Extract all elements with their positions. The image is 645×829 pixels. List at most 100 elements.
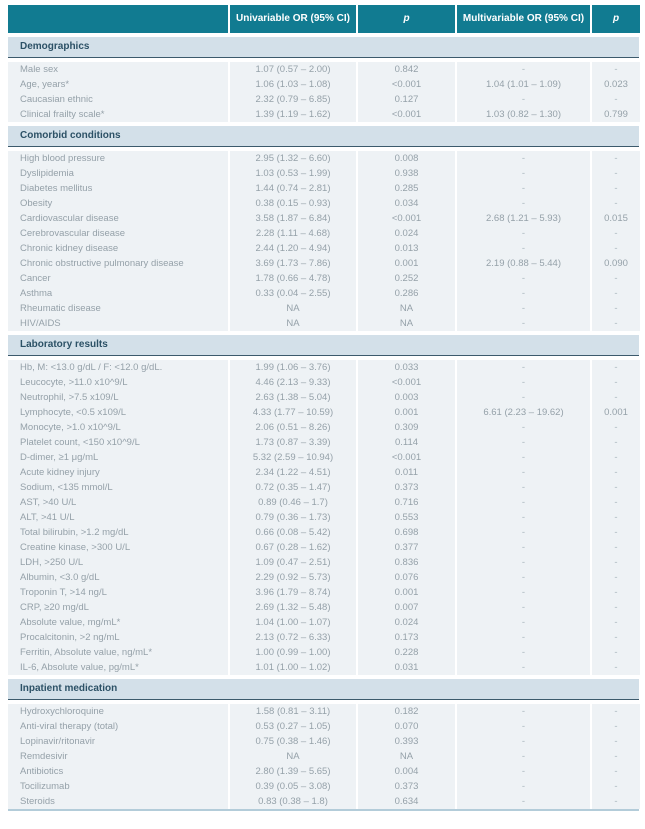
cell-multivariable-or: - — [457, 271, 590, 286]
table-row: ALT, >41 U/L 0.79 (0.36 – 1.73) 0.553- - — [8, 510, 640, 525]
table-body: Demographics Male sex 1.07 (0.57 – 2.00) 0.… — [8, 37, 640, 809]
cell-univariable-or: 0.53 (0.27 – 1.05) — [230, 719, 356, 734]
cell-multivariable-or: 2.19 (0.88 – 5.44) — [457, 256, 590, 271]
cell-variable: Leucocyte, >11.0 x10^9/L — [8, 375, 228, 390]
cell-variable: Lopinavir/ritonavir — [8, 734, 228, 749]
table-row: Chronic obstructive pulmonary disease 3.6… — [8, 256, 640, 271]
cell-p-univariable: 0.003 — [358, 390, 455, 405]
cell-multivariable-or: - — [457, 615, 590, 630]
cell-multivariable-or: - — [457, 585, 590, 600]
cell-p-univariable: 0.938 — [358, 166, 455, 181]
cell-p-univariable: 0.373 — [358, 779, 455, 794]
cell-univariable-or: 1.06 (1.03 – 1.08) — [230, 77, 356, 92]
cell-variable: Neutrophil, >7.5 x109/L — [8, 390, 228, 405]
cell-univariable-or: 1.39 (1.19 – 1.62) — [230, 107, 356, 122]
cell-variable: Total bilirubin, >1.2 mg/dL — [8, 525, 228, 540]
cell-p-multivariable: - — [592, 749, 640, 764]
cell-univariable-or: 2.06 (0.51 – 8.26) — [230, 420, 356, 435]
cell-variable: IL-6, Absolute value, pg/mL* — [8, 660, 228, 675]
cell-p-univariable: NA — [358, 749, 455, 764]
cell-p-multivariable: - — [592, 525, 640, 540]
cell-multivariable-or: - — [457, 226, 590, 241]
cell-variable: Hb, M: <13.0 g/dL / F: <12.0 g/dL. — [8, 360, 228, 375]
cell-multivariable-or: - — [457, 465, 590, 480]
cell-p-univariable: 0.004 — [358, 764, 455, 779]
table-row: Troponin T, >14 ng/L 3.96 (1.79 – 8.74) 0.… — [8, 585, 640, 600]
cell-p-multivariable: - — [592, 301, 640, 316]
cell-p-multivariable: - — [592, 719, 640, 734]
cell-p-multivariable: - — [592, 555, 640, 570]
cell-p-univariable: 0.001 — [358, 585, 455, 600]
cell-variable: Cerebrovascular disease — [8, 226, 228, 241]
cell-univariable-or: 1.78 (0.66 – 4.78) — [230, 271, 356, 286]
table-row: Age, years* 1.06 (1.03 – 1.08) <0.001 1.04 … — [8, 77, 640, 92]
section-header-3: Inpatient medication — [8, 679, 639, 700]
cell-p-univariable: 0.698 — [358, 525, 455, 540]
cell-variable: Hydroxychloroquine — [8, 704, 228, 719]
cell-variable: Obesity — [8, 196, 228, 211]
cell-p-multivariable: - — [592, 779, 640, 794]
table-row: High blood pressure 2.95 (1.32 – 6.60) 0.0… — [8, 151, 640, 166]
cell-p-multivariable: - — [592, 271, 640, 286]
cell-p-multivariable: - — [592, 420, 640, 435]
cell-p-univariable: 0.007 — [358, 600, 455, 615]
cell-variable: AST, >40 U/L — [8, 495, 228, 510]
table-row: Cerebrovascular disease 2.28 (1.11 – 4.68… — [8, 226, 640, 241]
cell-univariable-or: 3.96 (1.79 – 8.74) — [230, 585, 356, 600]
cell-multivariable-or: - — [457, 630, 590, 645]
cell-univariable-or: 0.66 (0.08 – 5.42) — [230, 525, 356, 540]
cell-variable: Cardiovascular disease — [8, 211, 228, 226]
cell-multivariable-or: - — [457, 151, 590, 166]
table-row: Caucasian ethnic 2.32 (0.79 – 6.85) 0.127-… — [8, 92, 640, 107]
cell-univariable-or: 2.95 (1.32 – 6.60) — [230, 151, 356, 166]
cell-p-multivariable: - — [592, 375, 640, 390]
cell-variable: Antibiotics — [8, 764, 228, 779]
table-row: Dyslipidemia 1.03 (0.53 – 1.99) 0.938- - — [8, 166, 640, 181]
cell-p-multivariable: - — [592, 540, 640, 555]
cell-p-univariable: <0.001 — [358, 211, 455, 226]
cell-univariable-or: 4.33 (1.77 – 10.59) — [230, 405, 356, 420]
cell-multivariable-or: - — [457, 794, 590, 809]
table-row: Creatine kinase, >300 U/L 0.67 (0.28 – 1.… — [8, 540, 640, 555]
cell-univariable-or: 0.72 (0.35 – 1.47) — [230, 480, 356, 495]
cell-p-univariable: 0.553 — [358, 510, 455, 525]
cell-variable: D-dimer, ≥1 μg/mL — [8, 450, 228, 465]
cell-multivariable-or: 1.03 (0.82 – 1.30) — [457, 107, 590, 122]
cell-p-multivariable: - — [592, 151, 640, 166]
cell-p-multivariable: - — [592, 510, 640, 525]
cell-variable: Anti-viral therapy (total) — [8, 719, 228, 734]
cell-p-multivariable: 0.023 — [592, 77, 640, 92]
cell-p-univariable: <0.001 — [358, 450, 455, 465]
table-row: Ferritin, Absolute value, ng/mL* 1.00 (0.… — [8, 645, 640, 660]
table-row: Anti-viral therapy (total) 0.53 (0.27 – 1… — [8, 719, 640, 734]
cell-variable: Monocyte, >1.0 x10^9/L — [8, 420, 228, 435]
cell-multivariable-or: - — [457, 92, 590, 107]
cell-multivariable-or: - — [457, 510, 590, 525]
cell-multivariable-or: - — [457, 495, 590, 510]
header-p-univariable: p — [358, 5, 455, 33]
cell-p-univariable: 0.031 — [358, 660, 455, 675]
cell-variable: Cancer — [8, 271, 228, 286]
table-row: Procalcitonin, >2 ng/mL 2.13 (0.72 – 6.33… — [8, 630, 640, 645]
table-row: Antibiotics 2.80 (1.39 – 5.65) 0.004- - — [8, 764, 640, 779]
cell-p-multivariable: - — [592, 390, 640, 405]
table-row: D-dimer, ≥1 μg/mL 5.32 (2.59 – 10.94) <0.0… — [8, 450, 640, 465]
cell-multivariable-or: - — [457, 540, 590, 555]
cell-variable: Chronic kidney disease — [8, 241, 228, 256]
table-row: Cardiovascular disease 3.58 (1.87 – 6.84)… — [8, 211, 640, 226]
table-row: Hydroxychloroquine 1.58 (0.81 – 3.11) 0.18… — [8, 704, 640, 719]
cell-univariable-or: 2.13 (0.72 – 6.33) — [230, 630, 356, 645]
table-row: Leucocyte, >11.0 x10^9/L 4.46 (2.13 – 9.3… — [8, 375, 640, 390]
cell-p-multivariable: - — [592, 794, 640, 809]
cell-variable: Chronic obstructive pulmonary disease — [8, 256, 228, 271]
cell-p-univariable: 0.033 — [358, 360, 455, 375]
table-row: Asthma 0.33 (0.04 – 2.55) 0.286- - — [8, 286, 640, 301]
section-header-2: Laboratory results — [8, 335, 639, 356]
cell-variable: ALT, >41 U/L — [8, 510, 228, 525]
cell-variable: Male sex — [8, 62, 228, 77]
table-row: Albumin, <3.0 g/dL 2.29 (0.92 – 5.73) 0.07… — [8, 570, 640, 585]
table-row: Obesity 0.38 (0.15 – 0.93) 0.034- - — [8, 196, 640, 211]
cell-variable: CRP, ≥20 mg/dL — [8, 600, 228, 615]
table-row: AST, >40 U/L 0.89 (0.46 – 1.7) 0.716- - — [8, 495, 640, 510]
cell-variable: Diabetes mellitus — [8, 181, 228, 196]
